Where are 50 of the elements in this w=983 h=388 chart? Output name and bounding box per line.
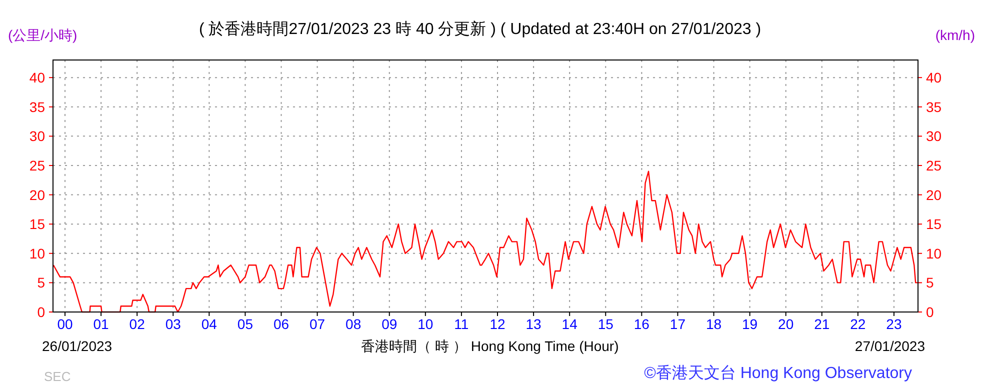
- x-tick-label: 23: [886, 316, 902, 332]
- y-tick-label: 15: [29, 216, 46, 232]
- y2-tick-label: 30: [926, 128, 942, 144]
- y-tick-label: 5: [37, 274, 46, 291]
- x-tick-label: 11: [454, 316, 469, 332]
- x-axis-title: 香港時間（ 時 ） Hong Kong Time (Hour): [361, 338, 619, 354]
- x-tick-label: 00: [57, 316, 73, 332]
- y-tick-label: 30: [29, 128, 46, 144]
- x-tick-label: 14: [562, 316, 578, 332]
- y2-tick-label: 5: [926, 274, 934, 291]
- y-tick-label: 0: [37, 304, 46, 320]
- x-tick-label: 22: [850, 316, 866, 332]
- x-tick-label: 15: [598, 316, 614, 332]
- y2-tick-label: 25: [926, 157, 942, 174]
- x-tick-label: 07: [310, 316, 326, 332]
- text: SEC: [44, 369, 71, 384]
- x-tick-label: 12: [490, 316, 506, 332]
- text: 27/01/2023: [854, 338, 926, 354]
- y-tick-label: 20: [29, 186, 46, 203]
- x-tick-label: 17: [670, 316, 686, 332]
- y2-tick-label: 20: [926, 186, 942, 203]
- x-tick-label: 08: [346, 316, 362, 332]
- y-tick-label: 40: [29, 70, 46, 86]
- text: ©香港天文台 Hong Kong Observatory: [644, 364, 912, 382]
- y2-axis-title: (km/h): [935, 27, 975, 43]
- x-tick-label: 21: [814, 316, 830, 332]
- y-tick-label: 25: [29, 157, 46, 174]
- x-tick-label: 06: [273, 316, 290, 332]
- chart-title: ( 於香港時間27/01/2023 23 時 40 分更新 ) ( Updated at 23:40H on 27/01/2023 ): [198, 20, 762, 38]
- x-tick-label: 20: [778, 316, 794, 332]
- y2-tick-label: 0: [926, 304, 934, 320]
- x-tick-label: 03: [165, 316, 182, 332]
- y-axis-title: (公里/小時): [8, 27, 78, 43]
- y-tick-label: 35: [29, 98, 46, 115]
- x-tick-label: 09: [382, 316, 398, 332]
- x-tick-label: 05: [237, 316, 254, 332]
- x-tick-label: 16: [634, 316, 650, 332]
- x-tick-label: 13: [526, 316, 542, 332]
- x-tick-label: 04: [201, 316, 218, 332]
- y2-tick-label: 35: [926, 98, 942, 115]
- x-tick-label: 10: [418, 316, 434, 332]
- x-tick-label: 18: [706, 316, 722, 332]
- y2-tick-label: 15: [926, 216, 942, 232]
- y-tick-label: 10: [29, 245, 46, 262]
- x-tick-label: 19: [742, 316, 758, 332]
- text: 26/01/2023: [42, 338, 112, 354]
- x-tick-label: 02: [129, 316, 146, 332]
- x-tick-label: 01: [93, 316, 110, 332]
- y2-tick-label: 40: [926, 70, 942, 86]
- y2-tick-label: 10: [926, 245, 942, 262]
